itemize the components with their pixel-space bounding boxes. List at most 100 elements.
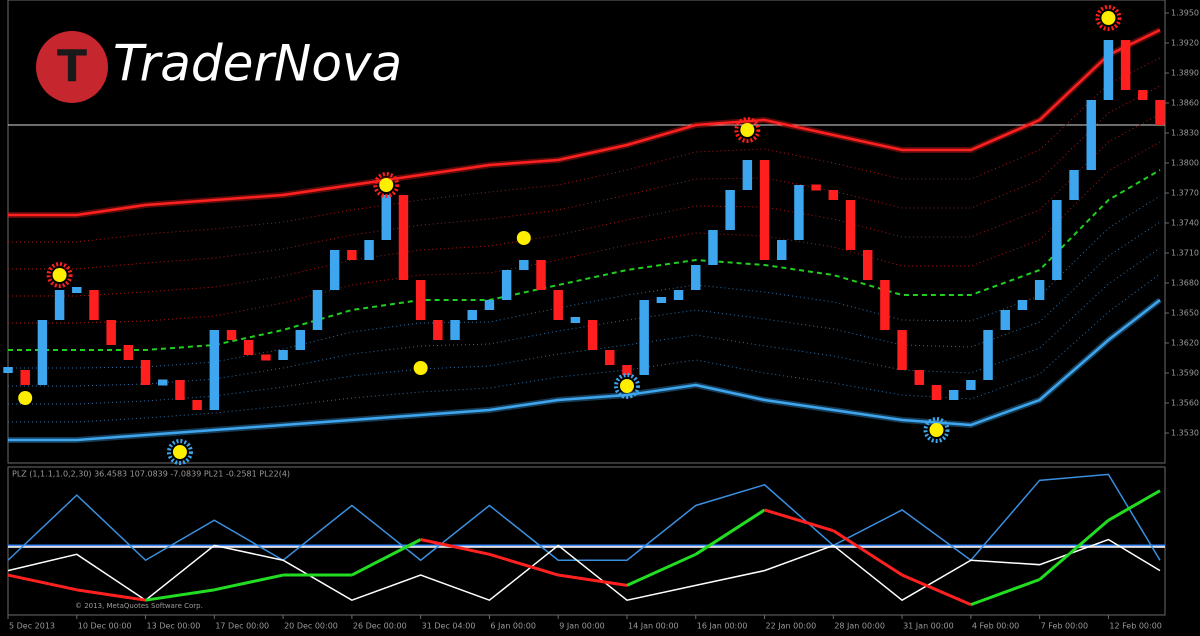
signal-top (1101, 11, 1116, 25)
price-bar (519, 260, 529, 270)
y-tick-label: 1.3950 (1171, 9, 1199, 18)
price-bar (536, 260, 546, 290)
price-bar (192, 400, 202, 410)
x-tick-label: 6 Jan 00:00 (490, 622, 536, 631)
price-bar (948, 390, 959, 400)
y-tick-label: 1.3680 (1171, 279, 1199, 288)
oscillator-segment (76, 588, 146, 602)
price-bar (72, 287, 82, 293)
x-tick-label: 20 Dec 00:00 (284, 622, 338, 631)
signal-top (740, 123, 755, 137)
price-bar (3, 367, 13, 373)
marks: 5 Dec 2013 10 Dec 00:00 13 Dec 00:00 17 Dec… (3, 5, 1199, 631)
band-dotted-line (8, 57, 1161, 243)
price-bar (794, 185, 804, 240)
oscillator-segment (145, 588, 215, 602)
oscillator-segment (901, 573, 972, 607)
price-bar (1138, 90, 1148, 100)
price-bar (777, 240, 787, 260)
price-bar (811, 184, 821, 191)
price-bar (725, 190, 735, 230)
price-bar (673, 290, 684, 300)
price-bar (656, 297, 667, 303)
oscillator-segment (420, 538, 490, 556)
oscillator-segment (351, 538, 422, 577)
y-tick-label: 1.3800 (1171, 159, 1199, 168)
signal-dot (413, 361, 428, 375)
signal-bottom (619, 379, 634, 393)
oscillator-segment (832, 529, 903, 577)
y-tick-label: 1.3620 (1171, 339, 1199, 348)
price-bar (828, 190, 839, 200)
price-bar (467, 310, 477, 320)
x-tick-label: 22 Jan 00:00 (766, 622, 817, 631)
price-bar (1086, 100, 1096, 170)
price-bar (329, 250, 340, 290)
signal-dot (18, 391, 33, 405)
price-bar (140, 360, 151, 385)
x-tick-label: 5 Dec 2013 (9, 622, 55, 631)
price-bar (484, 300, 495, 310)
price-bar (605, 350, 615, 365)
oscillator-panel-frame (7, 466, 1166, 616)
x-tick-label: 4 Feb 00:00 (972, 622, 1019, 631)
price-bar (433, 320, 443, 340)
x-tick-label: 14 Jan 00:00 (628, 622, 679, 631)
x-tick-label: 26 Dec 00:00 (353, 622, 407, 631)
x-tick-label: 9 Jan 00:00 (559, 622, 605, 631)
oscillator-segment (1038, 519, 1110, 581)
price-bar (587, 320, 598, 350)
price-bar (708, 230, 718, 265)
copyright: © 2013, MetaQuotes Software Corp. (75, 602, 203, 610)
price-bar (450, 320, 460, 340)
x-tick-label: 31 Dec 04:00 (422, 622, 476, 631)
band-line (8, 299, 1161, 442)
price-bar (622, 365, 632, 375)
x-tick-label: 16 Jan 00:00 (697, 622, 748, 631)
x-tick-label: 12 Feb 00:00 (1109, 622, 1161, 631)
price-bar (501, 270, 512, 300)
price-bar (862, 250, 873, 280)
oscillator-segment (764, 508, 834, 533)
price-bar (261, 354, 271, 361)
signal-bottom (172, 445, 187, 459)
y-tick-label: 1.3890 (1171, 69, 1199, 78)
signal-dot (516, 231, 531, 245)
price-bar (347, 250, 357, 260)
price-bar (158, 379, 168, 386)
price-bar (398, 195, 409, 280)
price-bar (312, 290, 323, 330)
price-bar (983, 330, 993, 380)
x-tick-label: 31 Jan 00:00 (903, 622, 954, 631)
price-bar (931, 385, 942, 400)
y-tick-label: 1.3770 (1171, 189, 1199, 198)
logo: T TraderNova (36, 31, 402, 103)
price-bar (1069, 170, 1079, 200)
signal-halo (166, 439, 193, 465)
x-tick-label: 13 Dec 00:00 (147, 622, 201, 631)
y-tick-label: 1.3650 (1171, 309, 1199, 318)
oscillator-label: PLZ (1,1.1,1.0,2,30) 36.4583 107.0839 -7… (12, 470, 290, 479)
signal-bottom (929, 423, 944, 437)
price-bar (1155, 100, 1165, 125)
price-bar (880, 280, 890, 330)
x-tick-label: 7 Feb 00:00 (1041, 622, 1088, 631)
x-tick-label: 28 Jan 00:00 (834, 622, 885, 631)
band-dotted-line (8, 221, 1161, 387)
y-tick-label: 1.3590 (1171, 369, 1199, 378)
logo-letter: T (57, 41, 87, 92)
price-bar (54, 290, 65, 320)
price-bar (914, 370, 925, 385)
oscillator-segment (694, 508, 766, 556)
y-tick-label: 1.3920 (1171, 39, 1199, 48)
signal-halo (734, 117, 761, 143)
x-tick-label: 10 Dec 00:00 (78, 622, 132, 631)
logo-circle (36, 31, 108, 103)
oscillator-segment (214, 573, 284, 592)
y-tick-label: 1.3830 (1171, 129, 1199, 138)
price-bar (691, 265, 701, 290)
price-bar (278, 350, 288, 360)
